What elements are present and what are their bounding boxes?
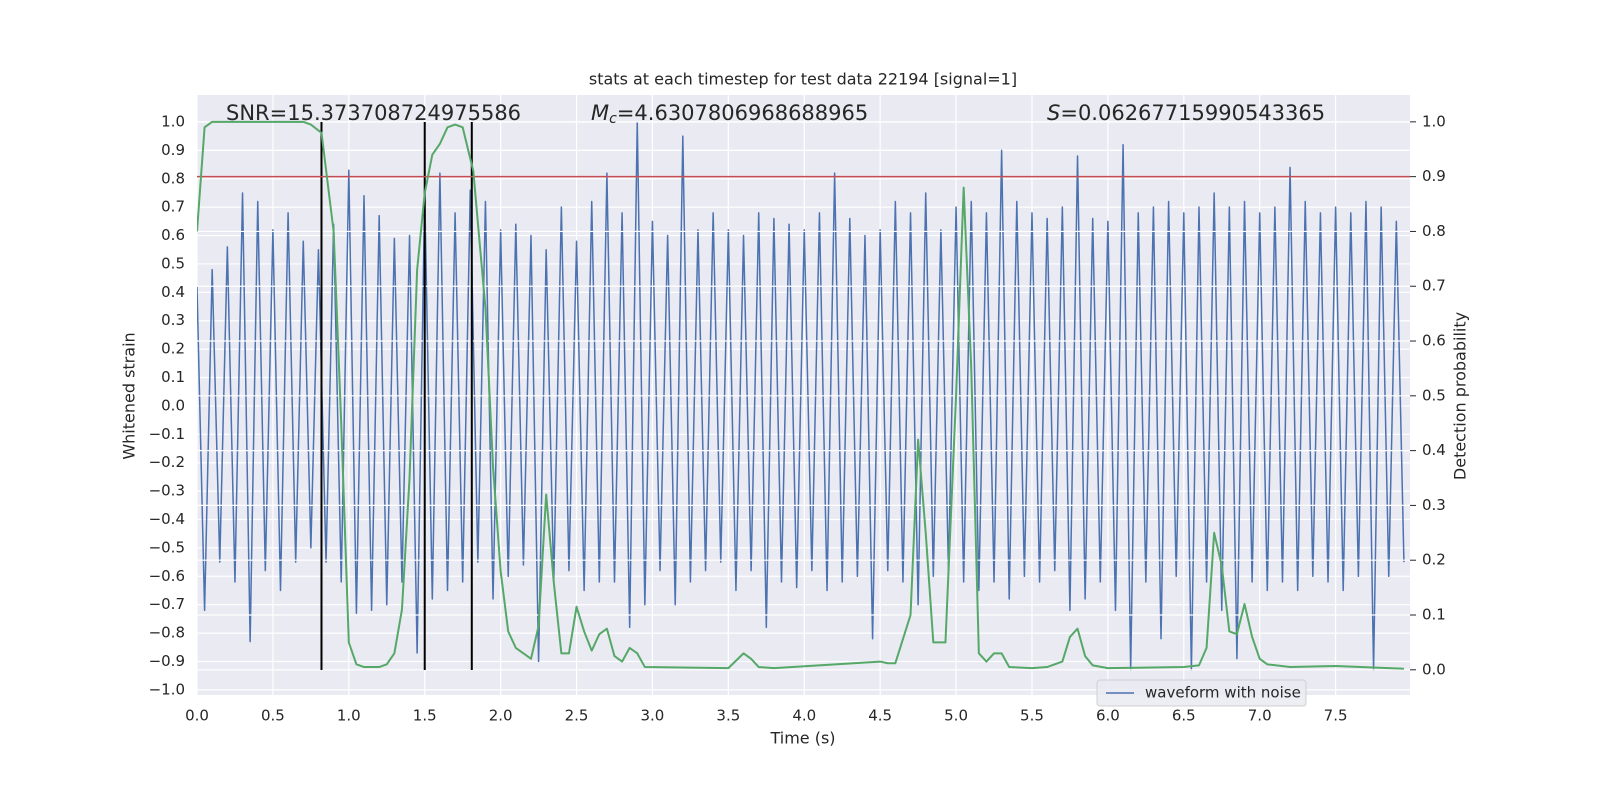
- annotation-subscript: c: [609, 111, 617, 127]
- y2-tick-label: 0.9: [1422, 167, 1446, 185]
- y-tick-label: 0.5: [161, 254, 185, 272]
- annotation: SNR=15.373708724975586: [226, 101, 521, 125]
- y-tick-label: −0.3: [149, 482, 185, 500]
- x-tick-label: 3.5: [716, 707, 740, 725]
- x-tick-label: 0.0: [185, 707, 209, 725]
- y2-axis-label: Detection probability: [1451, 312, 1470, 480]
- annotation: S=0.06267715990543365: [1047, 101, 1325, 125]
- x-tick-label: 1.5: [413, 707, 437, 725]
- y2-tick-label: 1.0: [1422, 112, 1446, 130]
- y2-tick-label: 0.8: [1422, 222, 1446, 240]
- y-tick-label: 0.6: [161, 226, 185, 244]
- y2-tick-label: 0.4: [1422, 441, 1446, 459]
- y-tick-label: 0.9: [161, 141, 185, 159]
- y-tick-label: 0.1: [161, 368, 185, 386]
- y-tick-label: −0.7: [149, 595, 185, 613]
- x-tick-label: 2.5: [565, 707, 589, 725]
- x-tick-label: 1.0: [337, 707, 361, 725]
- x-tick-label: 7.0: [1248, 707, 1272, 725]
- x-tick-label: 5.0: [944, 707, 968, 725]
- y2-tick-label: 0.2: [1422, 551, 1446, 569]
- x-tick-label: 2.0: [489, 707, 513, 725]
- y-axis-label: Whitened strain: [120, 332, 139, 459]
- y2-tick-label: 0.5: [1422, 386, 1446, 404]
- y-tick-label: 0.3: [161, 311, 185, 329]
- y2-tick-label: 0.6: [1422, 332, 1446, 350]
- legend-label: waveform with noise: [1145, 684, 1301, 702]
- x-tick-label: 3.0: [641, 707, 665, 725]
- y2-tick-label: 0.0: [1422, 660, 1446, 678]
- x-tick-label: 0.5: [261, 707, 285, 725]
- plot-area: [197, 95, 1410, 695]
- legend-box: [1096, 679, 1307, 707]
- y2-tick-label: 0.3: [1422, 496, 1446, 514]
- annotation-text: =4.6307806968688965: [617, 101, 868, 125]
- y-tick-label: −0.9: [149, 652, 185, 670]
- y-tick-label: 0.2: [161, 340, 185, 358]
- chart-title: stats at each timestep for test data 221…: [589, 70, 1017, 89]
- y-tick-label: −1.0: [149, 680, 185, 698]
- y-tick-label: 1.0: [161, 112, 185, 130]
- annotation-text: SNR=15.373708724975586: [226, 101, 521, 125]
- y-tick-label: 0.7: [161, 198, 185, 216]
- y-tick-label: −0.2: [149, 453, 185, 471]
- x-tick-label: 6.0: [1096, 707, 1120, 725]
- y-tick-label: −0.5: [149, 538, 185, 556]
- y-tick-label: 0.0: [161, 396, 185, 414]
- y-tick-label: 0.8: [161, 169, 185, 187]
- x-tick-label: 6.5: [1172, 707, 1196, 725]
- y-tick-label: −0.8: [149, 624, 185, 642]
- waveform-line: [197, 121, 1405, 671]
- x-tick-label: 4.0: [792, 707, 816, 725]
- annotation-symbol: M: [591, 101, 609, 125]
- y-tick-label: 0.4: [161, 283, 185, 301]
- y2-tick-label: 0.7: [1422, 277, 1446, 295]
- x-tick-label: 5.5: [1020, 707, 1044, 725]
- probability-line: [197, 120, 1404, 670]
- y-tick-label: −0.1: [149, 425, 185, 443]
- x-tick-label: 7.5: [1324, 707, 1348, 725]
- y-tick-label: −0.4: [149, 510, 185, 528]
- x-axis-label: Time (s): [769, 729, 835, 748]
- x-tick-label: 4.5: [868, 707, 892, 725]
- annotation: Mc=4.6307806968688965: [591, 101, 868, 127]
- annotation-symbol: S: [1047, 101, 1060, 125]
- y2-tick-label: 0.1: [1422, 606, 1446, 624]
- annotation-text: =0.06267715990543365: [1060, 101, 1325, 125]
- y-tick-label: −0.6: [149, 567, 185, 585]
